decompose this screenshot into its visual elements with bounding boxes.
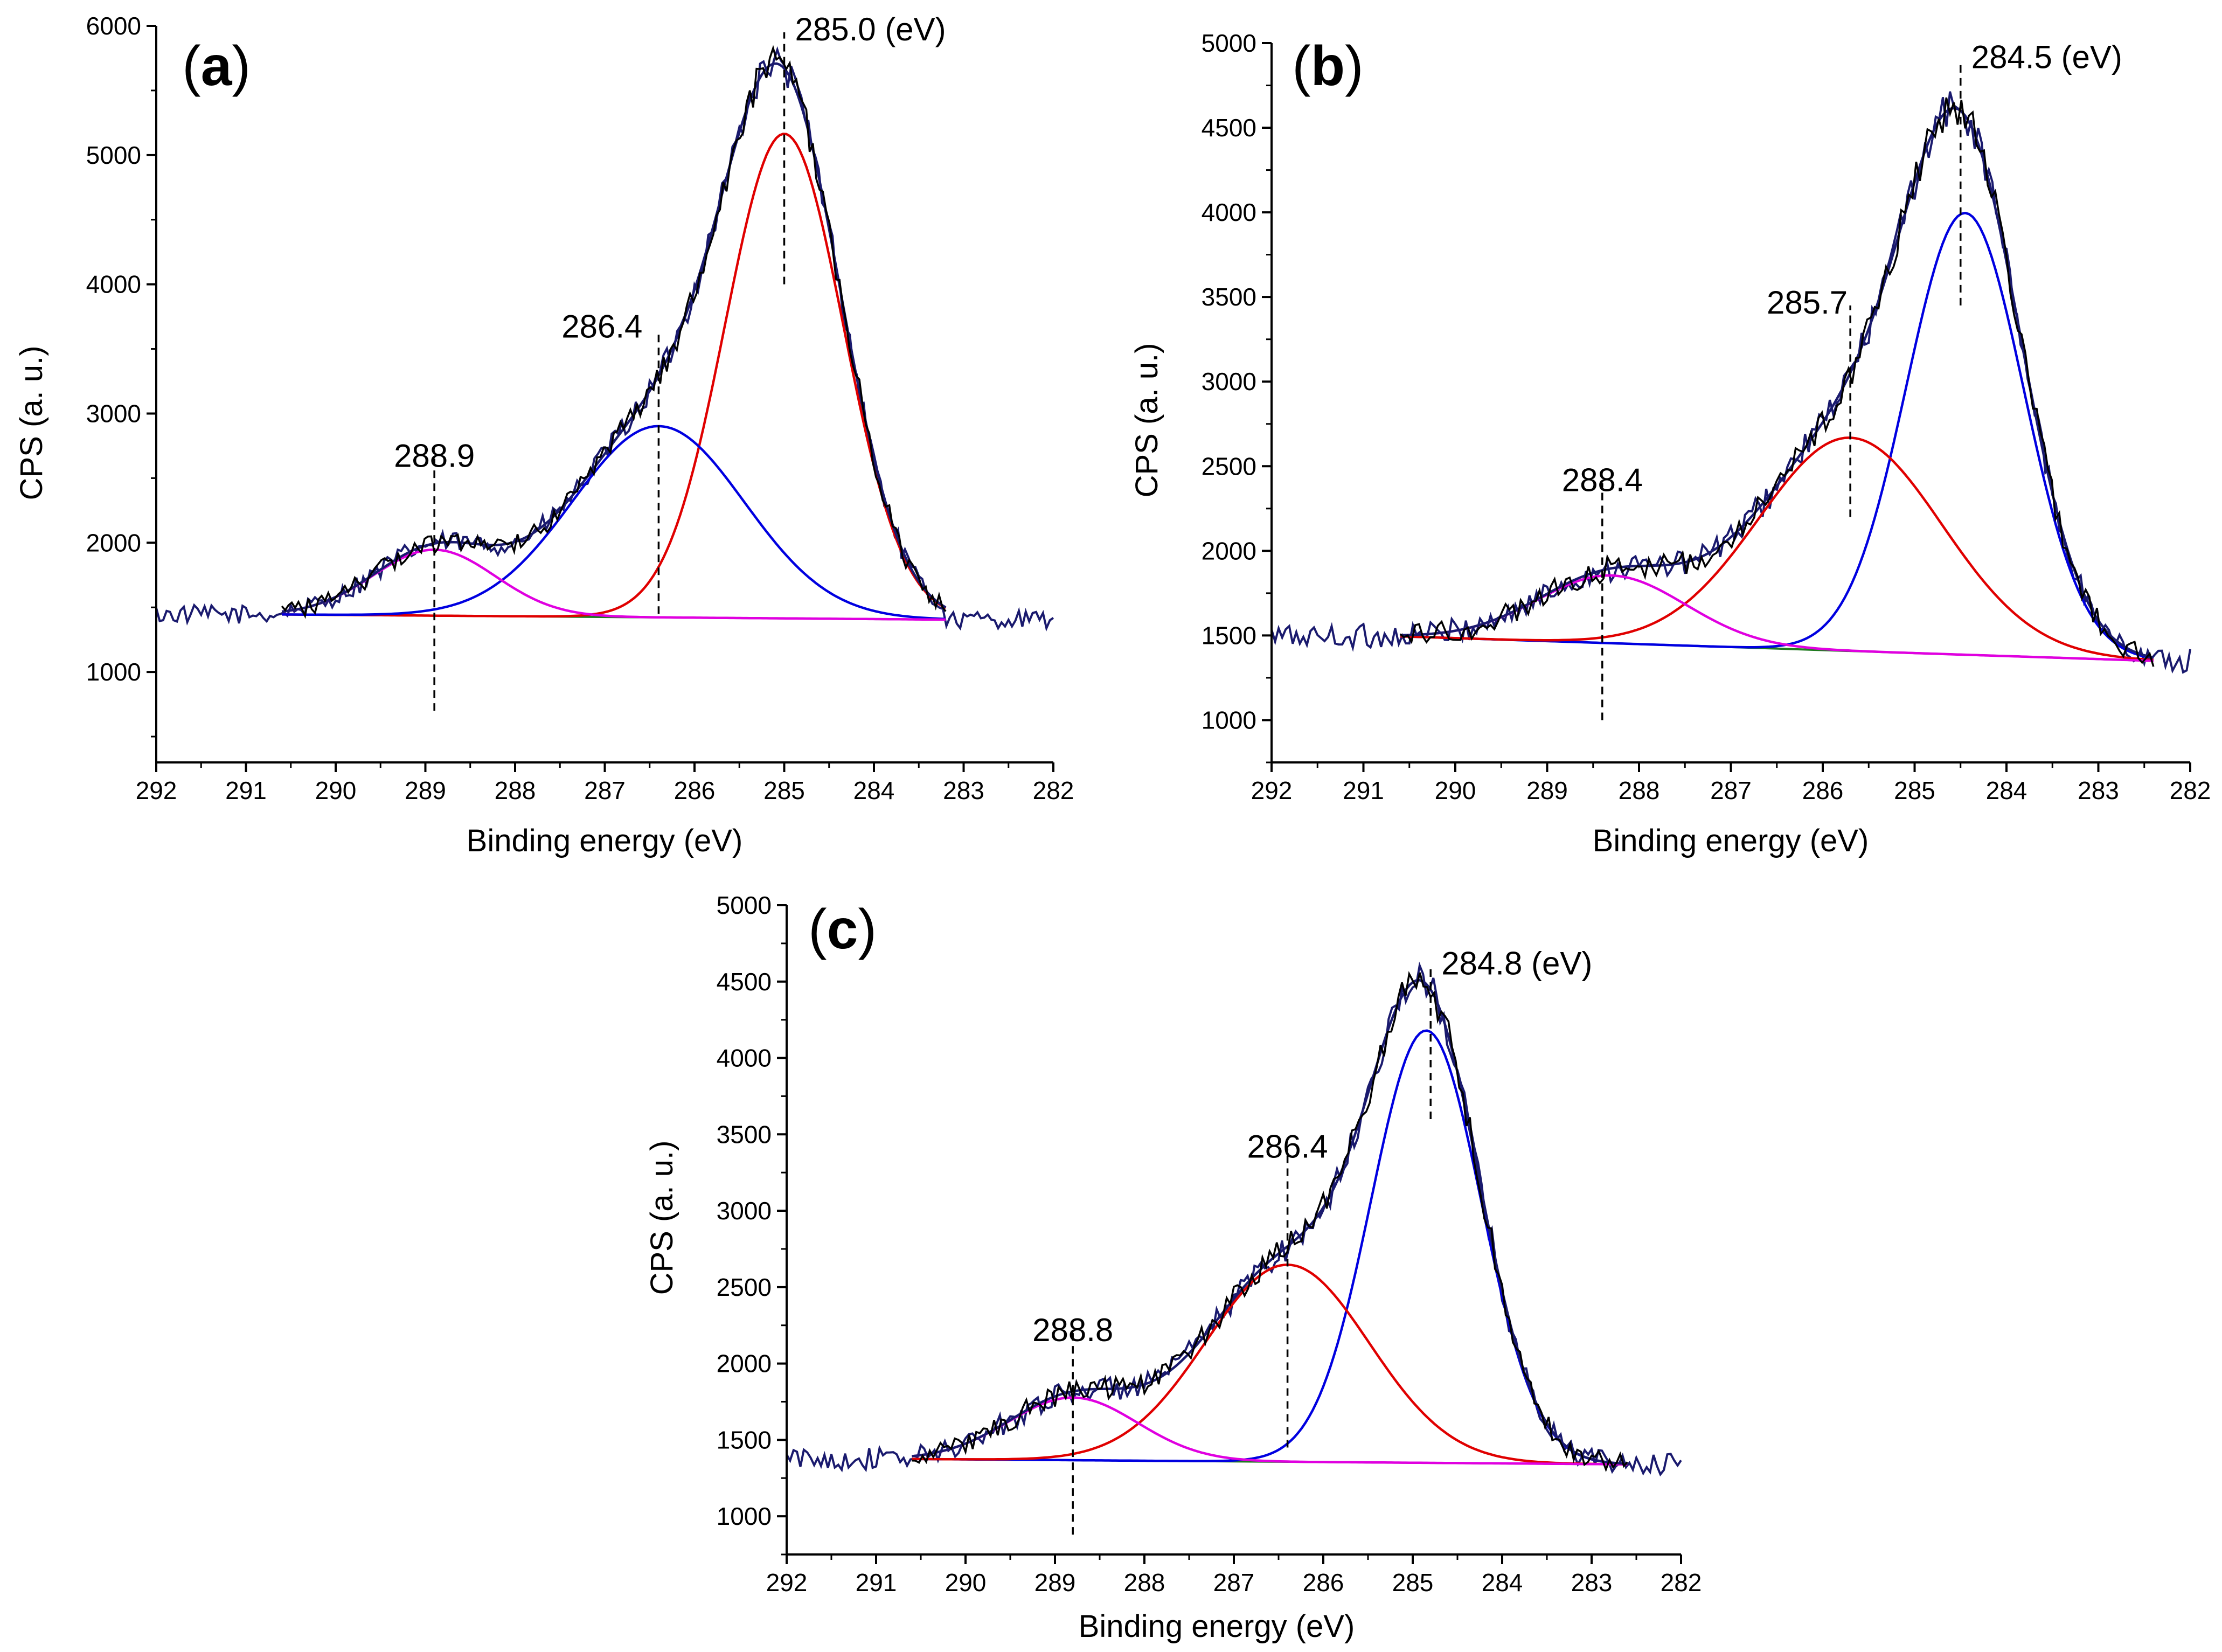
panel-a-label: (a): [182, 35, 251, 98]
panel-c-x-tick-label: 292: [766, 1568, 808, 1597]
panel-b-x-tick-label: 285: [1894, 776, 1935, 804]
panel-c-plot: 292 291 290 289 288 287 286 285 284 283 282 1000 150…: [717, 891, 1702, 1597]
panel-c-fit-envelope: [912, 978, 1628, 1465]
panel-c: (c) 292 291 290 289 288 287 286 285 284 283 282 100…: [644, 891, 1702, 1644]
panel-b-y-tick-label: 4500: [1202, 114, 1256, 142]
panel-c-y-tick-label: 2500: [717, 1273, 772, 1301]
panel-a-y-tick-label: 5000: [86, 141, 141, 169]
panel-c-x-tick-label: 286: [1303, 1568, 1344, 1597]
panel-b-x-tick-label: 287: [1710, 776, 1752, 804]
panel-a-x-tick-label: 285: [763, 776, 805, 804]
panel-a-peak-label: 286.4: [561, 309, 642, 345]
panel-a-y-tick-label: 4000: [86, 270, 141, 299]
panel-b-y-tick-label: 3500: [1202, 283, 1256, 311]
panel-a-x-tick-label: 286: [674, 776, 716, 804]
panel-c-label: (c): [808, 898, 877, 961]
panel-b-raw-data: [1270, 91, 2191, 674]
panel-c-y-tick-label: 5000: [717, 891, 772, 919]
panel-c-y-tick-label: 3500: [717, 1120, 772, 1148]
panel-b-y-tick-label: 4000: [1202, 198, 1256, 226]
panel-b-y-tick-label: 2500: [1202, 452, 1256, 480]
panel-b-y-axis-title: CPS (a. u.): [1129, 343, 1164, 498]
panel-a: (a) 292 291 290 289 288 287 286 285 284 283 282 100…: [14, 11, 1074, 858]
panel-b-y-tick-label: 1000: [1202, 706, 1256, 734]
panel-a-y-axis-title: CPS (a. u.): [14, 346, 49, 501]
panel-c-y-tick-label: 4500: [717, 968, 772, 996]
panel-b-x-axis-title: Binding energy (eV): [1593, 823, 1869, 858]
panel-b-y-tick-label: 2000: [1202, 537, 1256, 565]
panel-a-peak-label: 285.0 (eV): [795, 11, 946, 47]
panel-b-x-tick-label: 292: [1251, 776, 1293, 804]
panel-c-x-tick-label: 290: [945, 1568, 987, 1597]
panel-a-x-tick-label: 291: [225, 776, 267, 804]
panel-a-y-tick-label: 1000: [86, 658, 141, 686]
panel-a-plot: 292 291 290 289 288 287 286 285 284 283 282 1000 200…: [86, 11, 1074, 804]
panel-a-measured-overlay: [281, 45, 947, 619]
panel-b: (b) 292 291 290 289 288 287 286 285 284 283 282 100…: [1129, 29, 2211, 858]
panel-a-y-tick-label: 3000: [86, 399, 141, 427]
panel-b-measured-overlay: [1399, 97, 2155, 667]
panel-a-x-tick-label: 287: [584, 776, 626, 804]
panel-b-peak-label: 284.5 (eV): [1971, 39, 2122, 75]
panel-a-x-tick-label: 288: [495, 776, 536, 804]
panel-b-label: (b): [1292, 35, 1364, 98]
panel-a-x-axis-title: Binding energy (eV): [467, 823, 743, 858]
panel-c-peak-label: 286.4: [1247, 1129, 1328, 1165]
panel-a-x-tick-label: 289: [405, 776, 446, 804]
panel-c-x-axis-title: Binding energy (eV): [1079, 1609, 1355, 1644]
panel-c-component-peak-286.4: [912, 1264, 1628, 1466]
panel-a-x-tick-label: 292: [136, 776, 177, 804]
panel-b-x-tick-label: 291: [1343, 776, 1384, 804]
panel-a-peak-label: 288.9: [394, 438, 475, 474]
panel-b-peak-label: 288.4: [1562, 462, 1643, 498]
panel-c-raw-data: [786, 961, 1682, 1477]
panel-c-x-tick-label: 291: [856, 1568, 897, 1597]
panel-a-x-tick-label: 282: [1033, 776, 1074, 804]
panel-a-y-tick-label: 6000: [86, 12, 141, 40]
panel-b-peak-label: 285.7: [1767, 284, 1848, 321]
panel-c-x-tick-label: 283: [1571, 1568, 1613, 1597]
panel-c-x-tick-label: 287: [1213, 1568, 1255, 1597]
panel-b-x-tick-label: 289: [1526, 776, 1568, 804]
panel-b-x-tick-label: 290: [1435, 776, 1476, 804]
panel-c-peak-label: 284.8 (eV): [1441, 945, 1592, 981]
panel-c-y-tick-label: 2000: [717, 1350, 772, 1378]
panel-c-y-tick-label: 1000: [717, 1502, 772, 1530]
panel-c-measured-overlay: [912, 971, 1628, 1473]
panel-a-x-tick-label: 283: [943, 776, 984, 804]
panel-b-x-tick-label: 282: [2170, 776, 2211, 804]
panel-c-peak-label: 288.8: [1032, 1312, 1113, 1348]
panel-c-x-tick-label: 284: [1482, 1568, 1523, 1597]
panel-c-y-tick-label: 1500: [717, 1426, 772, 1454]
panel-a-component-peak-286.4: [282, 425, 946, 620]
panel-c-y-axis-title: CPS (a. u.): [644, 1141, 679, 1295]
panel-a-component-peak-285.0: [282, 133, 947, 618]
panel-a-x-tick-label: 290: [315, 776, 357, 804]
panel-c-x-tick-label: 289: [1034, 1568, 1076, 1597]
panel-b-y-tick-label: 5000: [1202, 29, 1256, 57]
panel-b-x-tick-label: 288: [1619, 776, 1660, 804]
panel-b-component-peak-285.7: [1400, 436, 2154, 662]
panel-c-x-tick-label: 282: [1661, 1568, 1702, 1597]
panel-a-y-tick-label: 2000: [86, 529, 141, 557]
panel-b-y-tick-label: 1500: [1202, 621, 1256, 649]
panel-c-y-tick-label: 4000: [717, 1044, 772, 1072]
panel-b-y-tick-label: 3000: [1202, 367, 1256, 395]
panel-c-y-tick-label: 3000: [717, 1197, 772, 1225]
panel-b-x-tick-label: 284: [1986, 776, 2027, 804]
panel-b-x-tick-label: 286: [1802, 776, 1844, 804]
panel-b-fit-envelope: [1400, 107, 2154, 659]
panel-b-plot: 292 291 290 289 288 287 286 285 284 283 282 1000 150…: [1202, 29, 2211, 804]
panel-c-component-peak-284.8: [912, 1029, 1628, 1465]
panel-c-x-tick-label: 288: [1124, 1568, 1165, 1597]
panel-a-x-tick-label: 284: [853, 776, 895, 804]
panel-b-x-tick-label: 283: [2078, 776, 2119, 804]
panel-c-x-tick-label: 285: [1392, 1568, 1434, 1597]
